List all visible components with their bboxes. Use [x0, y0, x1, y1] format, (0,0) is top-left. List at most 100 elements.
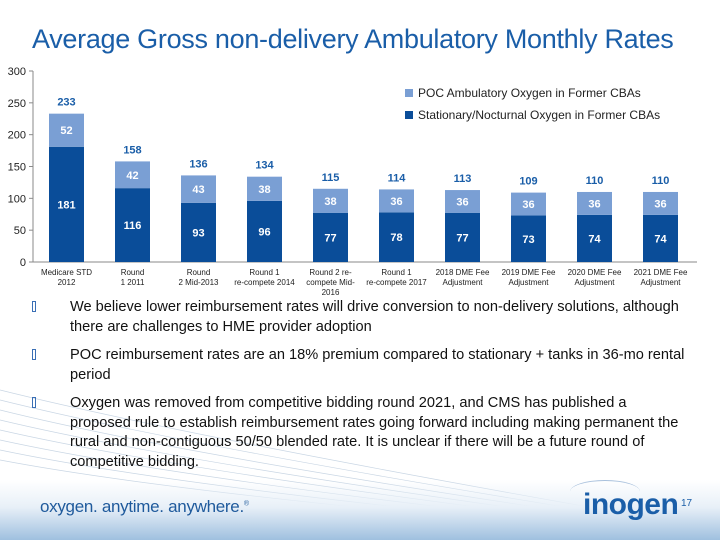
x-tick-label-line: 1 2011 [121, 278, 145, 287]
bullet-item: Oxygen was removed from competitive bidd… [30, 394, 690, 472]
x-tick-label: Round 1 2011 [121, 268, 145, 287]
data-label-poc: 52 [60, 125, 72, 137]
x-tick-label: 2021 DME Fee Adjustment [634, 268, 688, 287]
data-label-poc: 43 [192, 184, 204, 196]
data-label-poc: 36 [390, 196, 402, 208]
data-label-total: 110 [652, 175, 670, 187]
chart-legend: POC Ambulatory Oxygen in Former CBAs Sta… [405, 82, 660, 126]
bar-stationary [181, 202, 216, 262]
bar-stationary [313, 212, 348, 262]
x-tick-label-line: 2021 DME Fee [634, 268, 688, 277]
bar-poc [511, 192, 546, 216]
bullet-text: We believe lower reimbursement rates wil… [70, 299, 679, 335]
bullet-marker-icon [32, 349, 36, 360]
data-label-total: 110 [586, 175, 604, 187]
data-label-stationary: 96 [258, 226, 270, 238]
tagline-text: oxygen. anytime. anywhere. [40, 497, 244, 516]
bullet-item: POC reimbursement rates are an 18% premi… [30, 346, 690, 385]
x-tick-label-line: re-compete 2017 [366, 278, 427, 287]
bar-poc [247, 176, 282, 201]
data-label-total: 113 [454, 173, 472, 185]
x-tick-label-line: Adjustment [442, 278, 483, 287]
x-tick-label: Medicare STD 2012 [41, 268, 92, 287]
bar-stationary [577, 214, 612, 262]
data-label-total: 115 [322, 172, 340, 184]
x-tick-label: Round 1 re-compete 2014 [234, 268, 295, 287]
data-label-stationary: 78 [390, 232, 402, 244]
bar-poc [445, 190, 480, 213]
bar-poc [49, 113, 84, 147]
y-tick-label: 150 [8, 162, 26, 174]
inogen-logo: inogen [583, 488, 679, 521]
data-label-stationary: 93 [192, 227, 204, 239]
data-label-total: 158 [123, 144, 141, 156]
data-label-poc: 42 [126, 170, 138, 182]
x-tick-label-line: 2016 [322, 288, 340, 297]
legend-item-poc: POC Ambulatory Oxygen in Former CBAs [405, 82, 660, 104]
x-tick-label: Round 2 re-compete Mid-2016 [306, 268, 355, 297]
x-tick-label-line: re-compete 2014 [234, 278, 295, 287]
x-tick-label-line: 2 Mid-2013 [178, 278, 219, 287]
x-tick-label-line: Adjustment [508, 278, 549, 287]
data-label-total: 114 [388, 172, 407, 184]
legend-item-stationary: Stationary/Nocturnal Oxygen in Former CB… [405, 104, 660, 126]
x-tick-label-line: Round [187, 268, 211, 277]
x-tick-label-line: 2020 DME Fee [568, 268, 622, 277]
x-tick-label: 2019 DME Fee Adjustment [502, 268, 556, 287]
y-tick-label: 300 [8, 66, 26, 78]
x-tick-label-line: Adjustment [574, 278, 615, 287]
bar-poc [181, 175, 216, 203]
y-tick-label: 50 [14, 225, 26, 237]
x-tick-label-line: Round [121, 268, 145, 277]
x-tick-label-line: Adjustment [640, 278, 681, 287]
bar-stationary [445, 212, 480, 262]
bar-stationary [115, 188, 150, 262]
legend-swatch-stationary [405, 111, 413, 119]
data-label-poc: 38 [324, 196, 336, 208]
page-number: 17 [681, 498, 693, 509]
x-tick-label-line: Round 2 re- [309, 268, 352, 277]
x-tick-label-line: 2012 [58, 278, 76, 287]
data-label-total: 233 [57, 97, 75, 109]
x-tick-label-line: 2018 DME Fee [436, 268, 490, 277]
logo-arc-icon [570, 480, 640, 503]
bullet-text: POC reimbursement rates are an 18% premi… [70, 347, 685, 383]
x-tick-label-line: 2019 DME Fee [502, 268, 556, 277]
data-label-poc: 36 [588, 198, 600, 210]
bullet-text: Oxygen was removed from competitive bidd… [70, 395, 679, 470]
x-tick-label: Round 1 re-compete 2017 [366, 268, 427, 287]
data-label-stationary: 181 [57, 199, 75, 211]
legend-label-stationary: Stationary/Nocturnal Oxygen in Former CB… [418, 108, 661, 122]
y-tick-label: 0 [20, 257, 26, 269]
x-tick-label-line: Round 1 [381, 268, 412, 277]
bullet-marker-icon [32, 301, 36, 312]
data-label-poc: 38 [258, 184, 270, 196]
bar-stationary [49, 146, 84, 262]
x-tick-label-line: Medicare STD [41, 268, 92, 277]
bar-poc [577, 191, 612, 215]
bar-poc [115, 161, 150, 189]
bar-stationary [511, 215, 546, 262]
x-tick-label: Round 2 Mid-2013 [178, 268, 219, 287]
data-label-stationary: 77 [324, 232, 336, 244]
data-label-total: 134 [255, 160, 274, 172]
legend-swatch-poc [405, 89, 413, 97]
bar-stationary [643, 214, 678, 262]
bullet-marker-icon [32, 397, 36, 408]
tagline: oxygen. anytime. anywhere.® [40, 497, 249, 517]
data-label-stationary: 74 [588, 233, 601, 245]
data-label-stationary: 77 [456, 232, 468, 244]
data-label-total: 109 [519, 176, 537, 188]
data-label-poc: 36 [654, 198, 666, 210]
bullet-item: We believe lower reimbursement rates wil… [30, 298, 690, 337]
data-label-poc: 36 [522, 199, 534, 211]
registered-mark: ® [243, 500, 249, 508]
data-label-poc: 36 [456, 197, 468, 209]
y-tick-label: 250 [8, 98, 26, 110]
bar-poc [643, 191, 678, 215]
bar-stationary [247, 200, 282, 262]
y-tick-label: 100 [8, 193, 26, 205]
x-tick-label-line: Round 1 [249, 268, 280, 277]
data-label-stationary: 74 [654, 233, 667, 245]
